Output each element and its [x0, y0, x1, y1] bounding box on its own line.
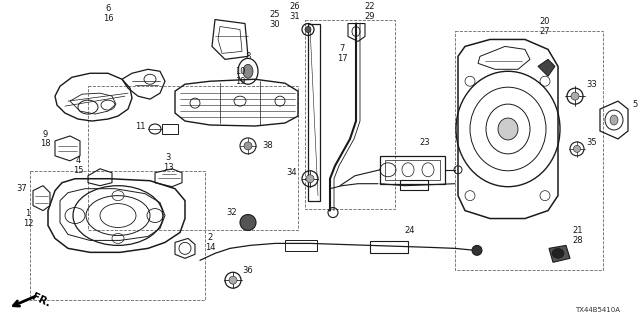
Text: 5: 5	[632, 100, 637, 108]
Bar	[385, 160, 440, 180]
Ellipse shape	[306, 175, 314, 183]
Ellipse shape	[243, 64, 253, 78]
Text: 22
29: 22 29	[365, 2, 375, 21]
Text: TX44B5410A: TX44B5410A	[575, 307, 620, 313]
Text: 33: 33	[587, 80, 597, 89]
Text: 8: 8	[245, 52, 251, 61]
Polygon shape	[549, 245, 570, 262]
Bar	[305, 20, 395, 209]
Text: 4
15: 4 15	[73, 156, 83, 175]
Ellipse shape	[305, 27, 311, 33]
Ellipse shape	[240, 214, 256, 230]
Bar	[370, 241, 408, 253]
Text: 7
17: 7 17	[337, 44, 348, 63]
Ellipse shape	[571, 92, 579, 100]
Polygon shape	[538, 59, 555, 76]
Text: 6
16: 6 16	[102, 4, 113, 23]
Bar	[455, 31, 603, 270]
Ellipse shape	[229, 276, 237, 284]
Text: 20
27: 20 27	[540, 17, 550, 36]
Text: 23: 23	[420, 139, 430, 148]
Bar	[285, 240, 317, 251]
Text: 10
19: 10 19	[235, 67, 245, 86]
Bar	[88, 86, 298, 230]
Text: 25
30: 25 30	[269, 10, 280, 29]
Text: 37: 37	[17, 184, 28, 193]
Text: 38: 38	[262, 141, 273, 150]
Ellipse shape	[552, 248, 564, 258]
Ellipse shape	[498, 118, 518, 140]
Text: 36: 36	[243, 266, 253, 275]
Bar	[162, 124, 178, 134]
Ellipse shape	[472, 245, 482, 255]
Bar	[30, 171, 205, 300]
Text: 24: 24	[404, 226, 415, 235]
Text: 26
31: 26 31	[290, 2, 300, 21]
Ellipse shape	[573, 145, 580, 152]
Text: 11: 11	[135, 122, 145, 131]
Text: 1
12: 1 12	[23, 209, 33, 228]
Text: 3
13: 3 13	[163, 154, 173, 172]
Text: 21
28: 21 28	[573, 226, 583, 245]
Text: 32: 32	[227, 208, 237, 217]
Text: 35: 35	[587, 139, 597, 148]
Bar	[400, 180, 428, 190]
Text: 34: 34	[287, 168, 298, 177]
Ellipse shape	[610, 115, 618, 125]
Text: 9
18: 9 18	[40, 130, 51, 148]
Text: 2
14: 2 14	[205, 233, 215, 252]
Bar	[380, 156, 445, 184]
Text: FR.: FR.	[30, 292, 52, 309]
Ellipse shape	[244, 142, 252, 150]
